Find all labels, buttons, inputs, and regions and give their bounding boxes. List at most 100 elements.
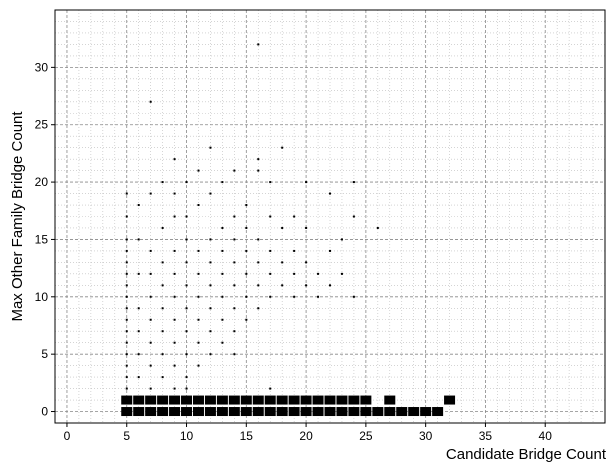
data-point bbox=[197, 295, 200, 298]
data-point bbox=[169, 407, 181, 417]
data-point bbox=[233, 284, 236, 287]
y-tick-label: 0 bbox=[41, 405, 48, 419]
data-point bbox=[329, 284, 331, 287]
data-point bbox=[257, 169, 260, 172]
data-point bbox=[204, 395, 216, 405]
data-point bbox=[185, 261, 188, 264]
data-point bbox=[197, 204, 200, 207]
data-point bbox=[185, 181, 188, 184]
data-point bbox=[149, 341, 152, 344]
data-point bbox=[125, 376, 128, 379]
data-point bbox=[340, 238, 343, 241]
data-point bbox=[317, 272, 320, 275]
data-point bbox=[288, 395, 300, 405]
data-point bbox=[305, 284, 308, 287]
data-point bbox=[216, 395, 228, 405]
data-point bbox=[257, 158, 260, 161]
data-point bbox=[384, 395, 396, 405]
data-point bbox=[245, 226, 248, 229]
data-point bbox=[312, 407, 324, 417]
data-point bbox=[209, 330, 212, 333]
data-point bbox=[185, 284, 188, 287]
data-point bbox=[288, 407, 300, 417]
data-point bbox=[173, 318, 176, 321]
data-point bbox=[197, 272, 200, 275]
data-point bbox=[192, 395, 204, 405]
data-point bbox=[281, 261, 284, 264]
data-point bbox=[173, 192, 176, 195]
data-point bbox=[257, 284, 260, 287]
data-point bbox=[221, 181, 224, 184]
data-point bbox=[264, 395, 276, 405]
data-point bbox=[340, 272, 343, 275]
data-point bbox=[157, 407, 169, 417]
data-point bbox=[149, 295, 152, 298]
data-point bbox=[197, 249, 200, 252]
data-point bbox=[181, 395, 193, 405]
data-point bbox=[252, 395, 264, 405]
data-point bbox=[125, 364, 128, 367]
data-point bbox=[125, 192, 128, 195]
data-point bbox=[245, 249, 248, 252]
data-point bbox=[185, 376, 188, 379]
data-point bbox=[360, 395, 372, 405]
data-point bbox=[228, 395, 240, 405]
data-point bbox=[329, 249, 331, 252]
y-tick-label: 10 bbox=[35, 290, 49, 304]
data-point bbox=[209, 146, 212, 149]
data-point bbox=[312, 395, 324, 405]
data-point bbox=[245, 204, 248, 207]
x-tick-label: 10 bbox=[180, 429, 194, 443]
data-point bbox=[324, 395, 336, 405]
data-point bbox=[161, 353, 164, 356]
data-point bbox=[233, 353, 236, 356]
data-point bbox=[269, 249, 272, 252]
data-point bbox=[276, 407, 288, 417]
data-point bbox=[420, 407, 432, 417]
data-point bbox=[197, 364, 200, 367]
data-point bbox=[221, 318, 224, 321]
y-axis-label: Max Other Family Bridge Count bbox=[9, 111, 26, 322]
data-point bbox=[125, 387, 128, 390]
data-point bbox=[408, 407, 420, 417]
data-point bbox=[300, 407, 312, 417]
data-point bbox=[300, 395, 312, 405]
x-tick-label: 30 bbox=[419, 429, 433, 443]
data-point bbox=[281, 284, 284, 287]
data-point bbox=[305, 261, 308, 264]
data-point bbox=[161, 284, 164, 287]
data-point bbox=[245, 272, 248, 275]
data-point bbox=[209, 238, 212, 241]
data-point bbox=[173, 387, 176, 390]
data-point bbox=[121, 395, 133, 405]
data-point bbox=[352, 295, 355, 298]
data-point bbox=[204, 407, 216, 417]
data-point bbox=[352, 215, 355, 218]
data-point bbox=[149, 272, 152, 275]
data-point bbox=[221, 272, 224, 275]
data-point bbox=[352, 181, 355, 184]
data-point bbox=[233, 238, 236, 241]
data-point bbox=[173, 158, 176, 161]
data-point bbox=[221, 295, 224, 298]
data-point bbox=[145, 395, 157, 405]
data-point bbox=[181, 407, 193, 417]
data-point bbox=[133, 395, 145, 405]
data-point bbox=[173, 215, 176, 218]
data-point bbox=[305, 181, 308, 184]
data-point bbox=[269, 387, 272, 390]
data-point bbox=[157, 395, 169, 405]
data-point bbox=[125, 272, 128, 275]
data-point bbox=[264, 407, 276, 417]
data-point bbox=[197, 318, 200, 321]
y-tick-label: 30 bbox=[35, 60, 49, 74]
data-point bbox=[192, 407, 204, 417]
data-point bbox=[125, 353, 128, 356]
data-point bbox=[209, 284, 212, 287]
data-point bbox=[269, 295, 272, 298]
data-point bbox=[197, 341, 200, 344]
y-tick-label: 5 bbox=[41, 347, 48, 361]
data-point bbox=[173, 272, 176, 275]
